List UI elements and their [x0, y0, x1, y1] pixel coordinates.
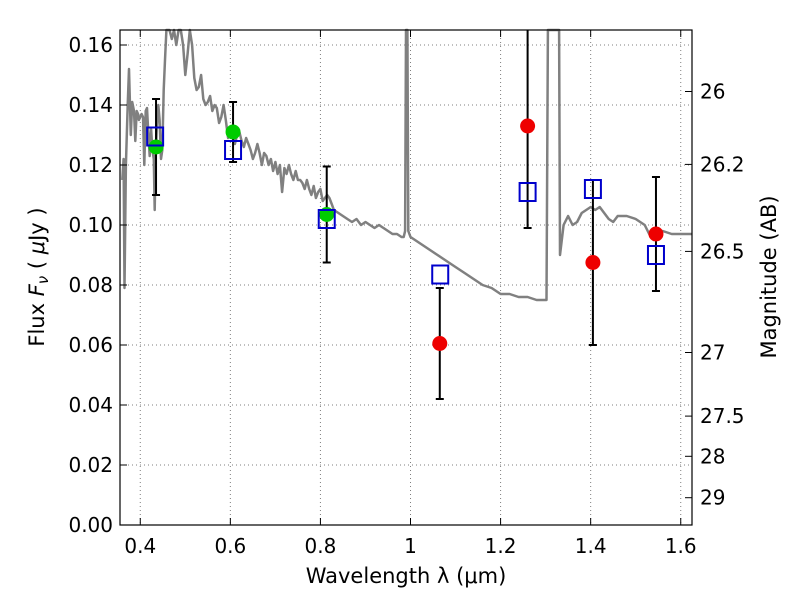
- green-data-point: [148, 139, 164, 155]
- spectrum-line: [121, 28, 692, 302]
- model-photometry-square: [146, 126, 165, 147]
- model-photometry-square: [518, 182, 537, 202]
- model-photometry-square: [583, 179, 602, 199]
- y2-tick-label: 28: [700, 444, 725, 468]
- plot-frame: [119, 29, 693, 526]
- x-tick-label: 0.4: [124, 534, 156, 558]
- y2-tick-label: 26.5: [700, 239, 745, 263]
- model-photometry-square: [646, 245, 665, 265]
- axis-ticks: 0.4 0.6 0.8 1 1.2 1.4 1.6 0.00 0.02 0.04 0.06 0.08 0…: [68, 30, 745, 558]
- y-tick-label: 0.10: [68, 213, 113, 237]
- x-tick-label: 0.8: [305, 534, 337, 558]
- x-tick-label: 0.6: [214, 534, 246, 558]
- y-tick-label: 0.04: [68, 393, 113, 417]
- x-tick-label: 1.6: [665, 534, 697, 558]
- y-tick-label: 0.02: [68, 453, 113, 477]
- y-tick-label: 0.06: [68, 333, 113, 357]
- y-tick-label: 0.16: [68, 33, 113, 57]
- x-axis-title: Wavelength λ (μm): [306, 564, 507, 588]
- red-data-point: [648, 226, 664, 242]
- y2-tick-label: 26: [700, 80, 725, 104]
- x-tick-label: 1.2: [485, 534, 517, 558]
- data-points: [146, 30, 665, 400]
- y2-tick-label: 27.5: [700, 404, 745, 428]
- red-data-point: [585, 255, 601, 270]
- x-tick-label: 1: [404, 534, 417, 558]
- y-axis-title: Flux Fν ( μJy ): [25, 207, 52, 346]
- y2-tick-label: 29: [700, 486, 725, 510]
- y-tick-label: 0.00: [68, 513, 113, 537]
- red-data-point: [432, 336, 448, 351]
- green-data-point: [225, 124, 241, 140]
- y2-tick-label: 26.2: [700, 152, 745, 176]
- model-photometry-square: [317, 209, 336, 229]
- model-spectrum: [121, 28, 692, 302]
- model-photometry-square: [224, 140, 243, 160]
- x-tick-label: 1.4: [575, 534, 607, 558]
- y-tick-label: 0.08: [68, 273, 113, 297]
- y2-axis-title: Magnitude (AB): [757, 195, 781, 358]
- red-data-point: [520, 118, 536, 134]
- y-tick-label: 0.14: [68, 93, 113, 117]
- model-photometry-square: [431, 264, 450, 285]
- y2-tick-label: 27: [700, 341, 725, 365]
- y-tick-label: 0.12: [68, 153, 113, 177]
